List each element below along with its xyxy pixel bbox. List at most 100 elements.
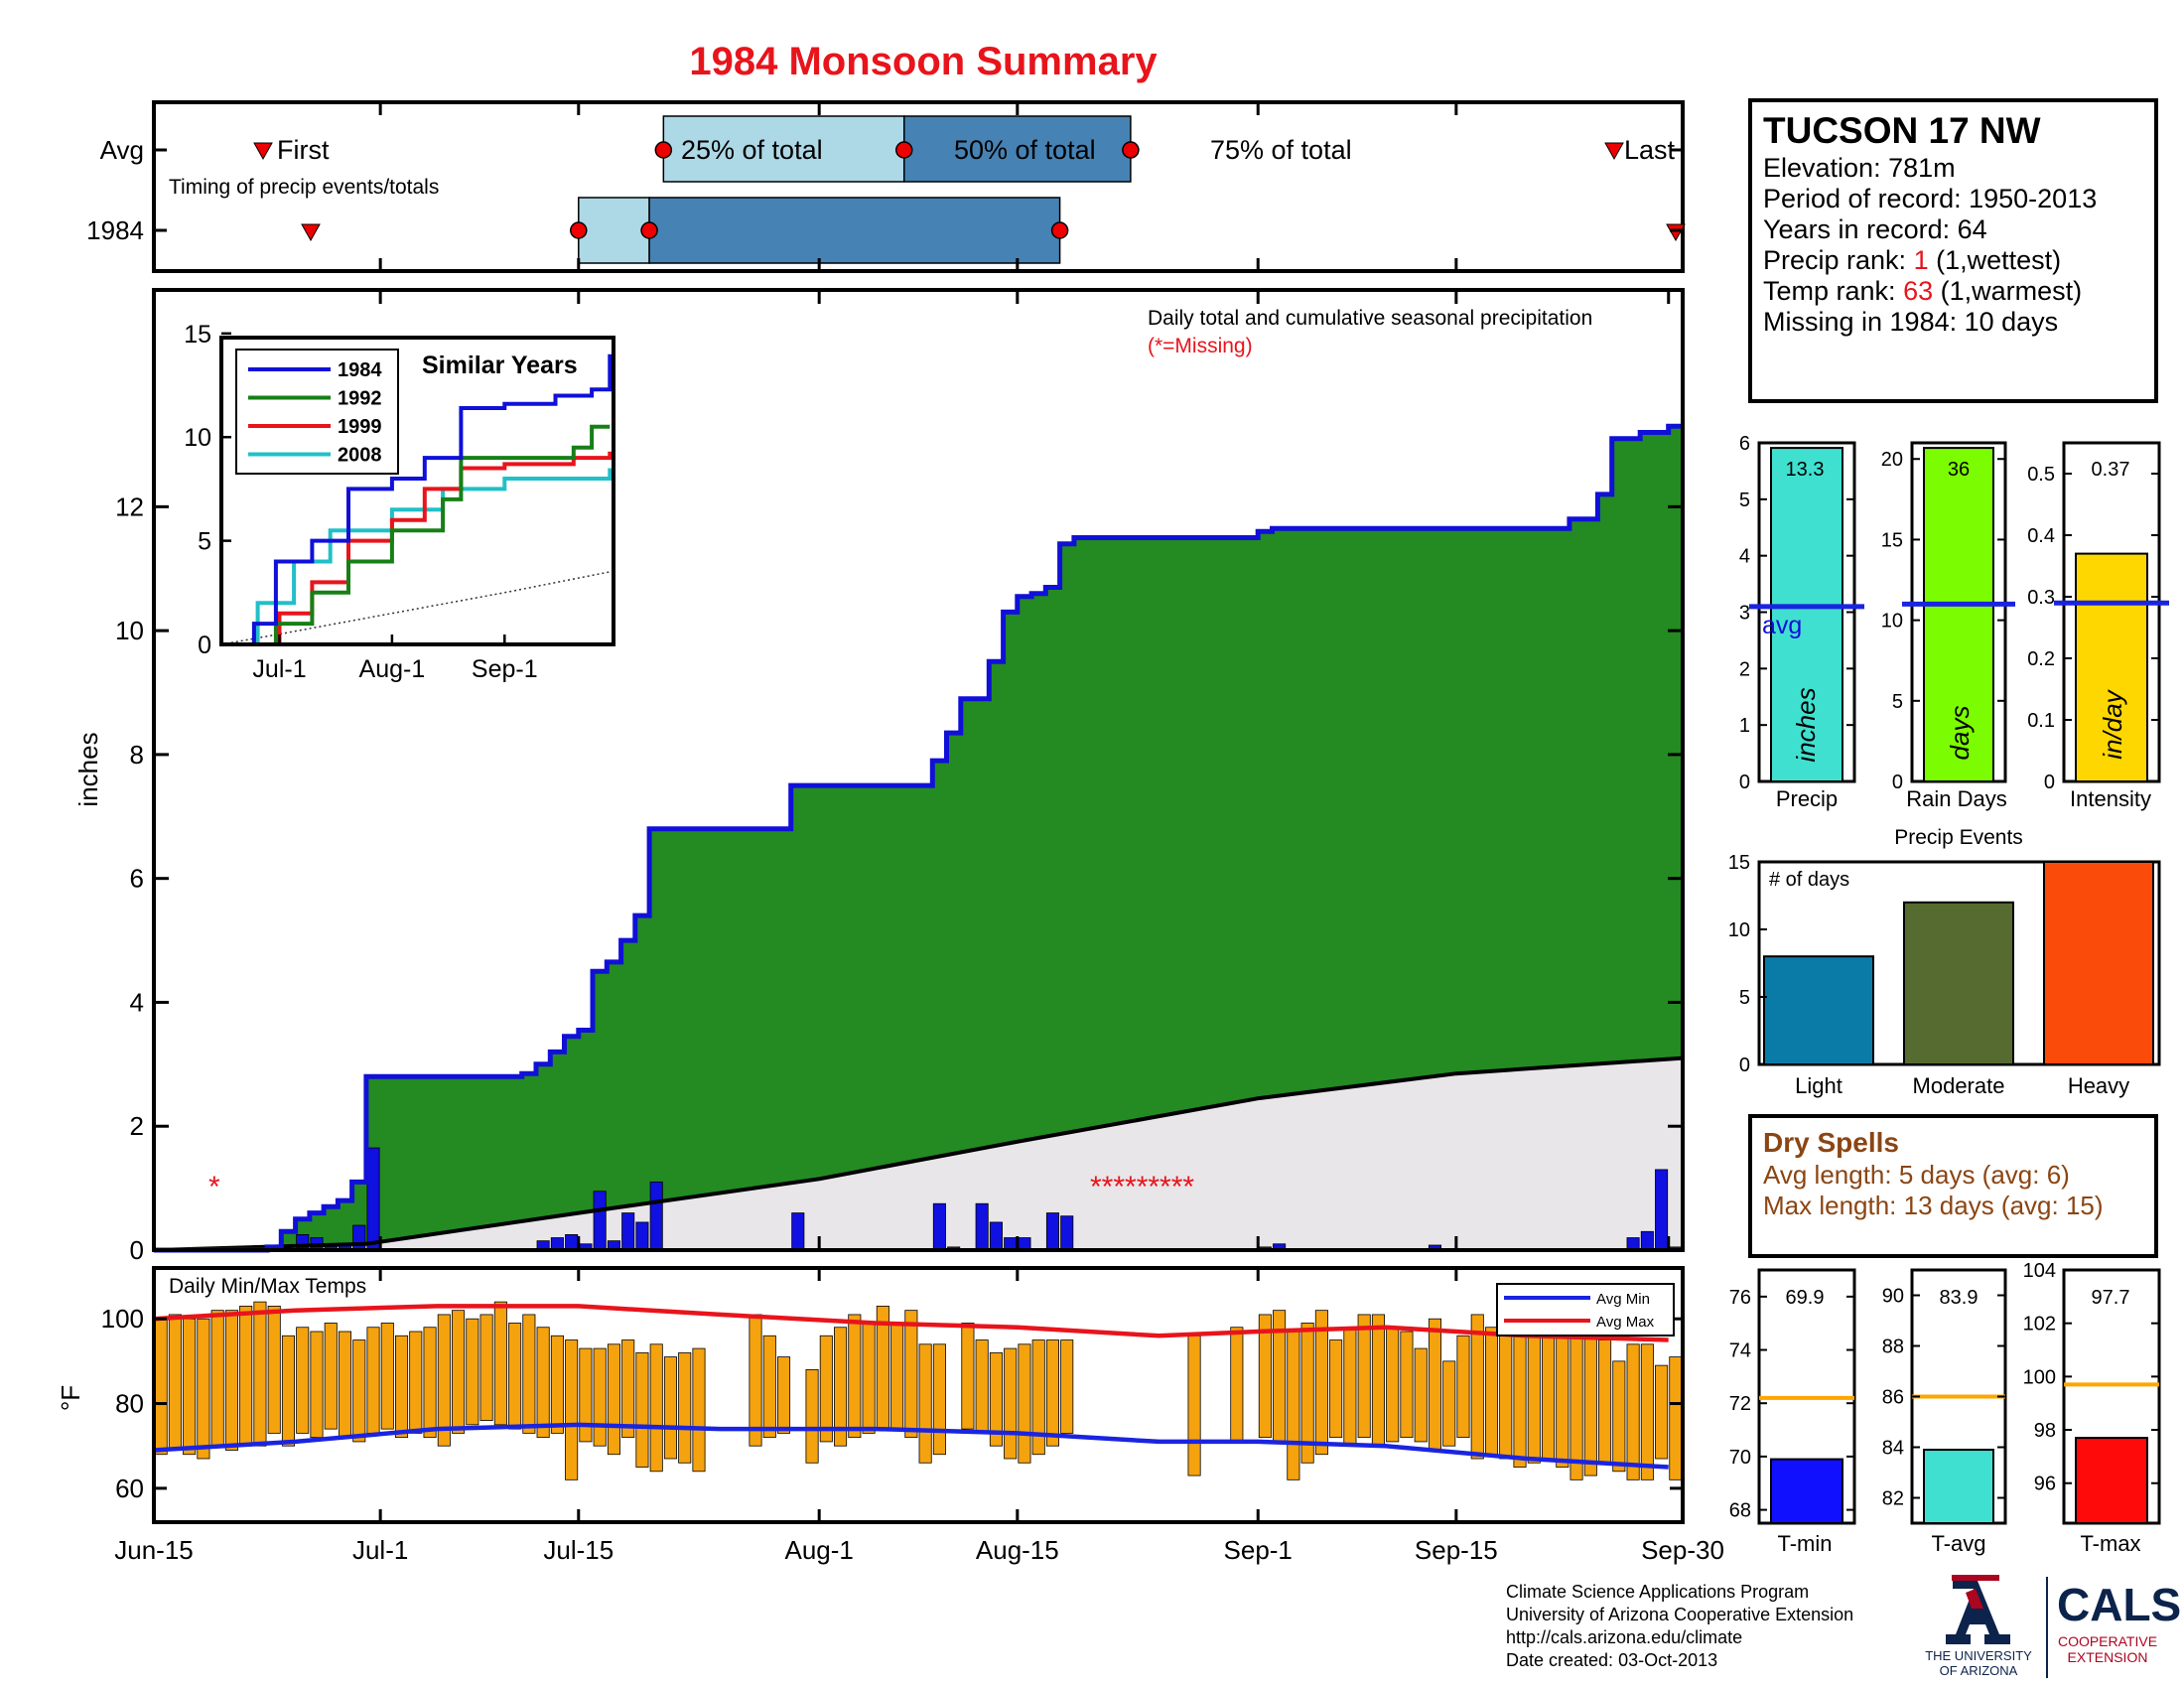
raindays-bar-value: 36	[1948, 459, 1970, 481]
date-axis-label: Sep-30	[1641, 1535, 1724, 1565]
daily-temp-bar	[1442, 1360, 1456, 1447]
date-axis-label: Aug-1	[784, 1535, 853, 1565]
precip-bar-tick-label: 2	[1739, 658, 1750, 680]
daily-temp-bar	[183, 1318, 197, 1456]
daily-temp-bar	[1343, 1327, 1357, 1447]
daily-temp-bar	[338, 1331, 352, 1439]
footer-line3: http://cals.arizona.edu/climate	[1506, 1627, 1742, 1647]
daily-temp-bar	[296, 1327, 310, 1434]
timing-q50-label: 50% of total	[954, 135, 1096, 165]
daily-precip-bar	[635, 1221, 649, 1251]
tmin-label: T-min	[1778, 1531, 1833, 1556]
timing-q25-label: 25% of total	[681, 135, 823, 165]
main-ytick-label: 2	[130, 1111, 144, 1141]
daily-temp-bar	[550, 1335, 564, 1434]
daily-temp-bar	[281, 1335, 295, 1447]
daily-temp-bar	[1004, 1347, 1018, 1460]
temp-legend-box	[1496, 1283, 1675, 1336]
station-elevation: Elevation: 781m	[1763, 153, 1956, 183]
tmin-tick-label: 68	[1729, 1500, 1751, 1522]
daily-temp-bar	[1400, 1331, 1414, 1439]
event-label-heavy: Heavy	[2068, 1073, 2129, 1098]
daily-temp-bar	[1230, 1327, 1244, 1443]
daily-precip-bar	[352, 1224, 366, 1251]
precip-bar-tick-label: 0	[1739, 772, 1750, 793]
daily-temp-bar	[1300, 1323, 1314, 1464]
main-ytick-label: 10	[115, 616, 144, 645]
daily-temp-bar	[1329, 1339, 1343, 1439]
avg-q25-q50-box	[662, 115, 905, 183]
tmin-tick-label: 72	[1729, 1393, 1751, 1415]
daily-temp-bar	[423, 1327, 437, 1439]
footer: Climate Science Applications Program Uni…	[1506, 1575, 2181, 1678]
timing-first-label: First	[277, 135, 330, 165]
daily-temp-bar	[522, 1314, 536, 1434]
daily-temp-bar	[409, 1331, 423, 1434]
tmin-value: 69.9	[1786, 1287, 1825, 1309]
station-temp-rank: Temp rank: 63 (1,warmest)	[1763, 276, 2082, 306]
daily-temp-bar	[239, 1306, 253, 1447]
daily-temp-bar	[678, 1351, 692, 1464]
daily-temp-bar	[1371, 1314, 1385, 1447]
events-tick-label: 0	[1739, 1055, 1750, 1076]
raindays-bar	[1923, 447, 1994, 782]
daily-precip-bar	[989, 1221, 1003, 1251]
daily-temp-bar	[1542, 1331, 1556, 1460]
inset-ytick-label: 0	[198, 632, 211, 659]
daily-temp-bar	[1060, 1339, 1074, 1434]
daily-temp-bar	[565, 1339, 579, 1480]
precip-rank-label: Precip rank:	[1763, 245, 1914, 275]
dry-spells-avg: Avg length: 5 days (avg: 6)	[1763, 1160, 2070, 1190]
daily-temp-bar	[267, 1306, 281, 1434]
intensity-bar-tick-label: 0.2	[2027, 648, 2055, 670]
daily-precip-bar	[791, 1212, 805, 1251]
timing-avg-label: Avg	[100, 135, 144, 165]
timing-bars	[154, 102, 1686, 271]
avg-last-marker	[1604, 142, 1624, 161]
daily-precip-bar	[1060, 1215, 1074, 1251]
figure-title: 1984 Monsoon Summary	[689, 40, 1158, 83]
events-tick-label: 15	[1728, 852, 1750, 874]
daily-temp-bar	[1484, 1327, 1499, 1456]
daily-temp-bar	[168, 1314, 182, 1451]
daily-temp-bar	[1655, 1364, 1669, 1460]
daily-temp-bar	[762, 1335, 776, 1439]
daily-temp-bar	[975, 1339, 989, 1434]
event-label-moderate: Moderate	[1913, 1073, 2005, 1098]
precip-events-title: Precip Events	[1894, 826, 2023, 849]
daily-temp-bar	[607, 1343, 620, 1456]
dry-spells-max: Max length: 13 days (avg: 15)	[1763, 1191, 2104, 1220]
event-label-light: Light	[1795, 1073, 1843, 1098]
temp-ylabel: °F	[56, 1385, 85, 1411]
daily-temp-bar	[1640, 1343, 1654, 1480]
main-ytick-label: 8	[130, 740, 144, 770]
daily-temp-bar	[777, 1356, 791, 1434]
year-q25-q50-box	[578, 197, 650, 264]
daily-temp-bar	[904, 1310, 918, 1439]
raindays-unit-label: days	[1945, 706, 1975, 761]
temp-ytick-label: 80	[115, 1389, 144, 1419]
raindays-bar-label: Rain Days	[1906, 786, 2006, 811]
event-bar-moderate	[1903, 901, 2014, 1065]
raindays-bar-tick-label: 10	[1881, 611, 1903, 633]
daily-temp-bar	[1045, 1339, 1059, 1447]
inset-ytick-label: 15	[184, 321, 211, 349]
main-ytick-label: 6	[130, 864, 144, 894]
daily-temp-bar	[834, 1327, 848, 1447]
raindays-bar-tick-label: 5	[1892, 691, 1903, 713]
inset-data-layer	[220, 353, 613, 646]
dry-spells-title: Dry Spells	[1763, 1127, 1899, 1158]
station-name: TUCSON 17 NW	[1763, 110, 2041, 151]
daily-temp-bar	[805, 1369, 819, 1464]
precip-events-panel: Light Moderate Heavy 0 5 10 15	[1728, 852, 2161, 1098]
year-last-marker	[1666, 223, 1686, 242]
inset-avg-line	[220, 571, 611, 645]
daily-temp-bar	[395, 1335, 409, 1439]
daily-temp-bar	[1031, 1339, 1045, 1456]
precip-events-inner-label: # of days	[1769, 869, 1849, 891]
daily-temp-bar	[210, 1310, 224, 1447]
timing-dot-q50	[894, 141, 913, 159]
daily-temp-bar	[749, 1314, 762, 1447]
station-years: Years in record: 64	[1763, 214, 1987, 244]
timing-dot-q75	[1122, 141, 1140, 159]
